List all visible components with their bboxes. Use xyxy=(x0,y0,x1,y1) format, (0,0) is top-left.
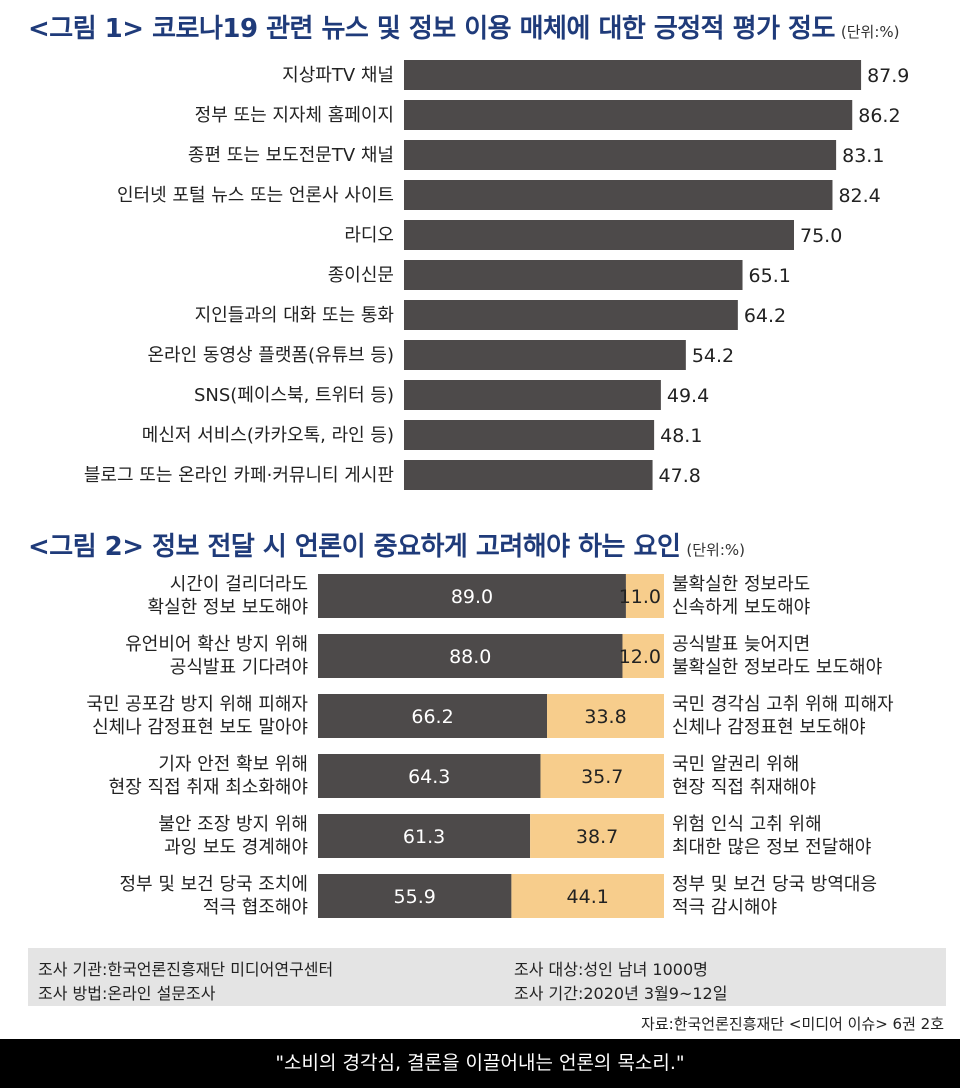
fig2-bar-dark-segment xyxy=(318,694,548,738)
fig1-value-label: 48.1 xyxy=(660,425,702,447)
fig2-bar-light-segment xyxy=(625,574,664,618)
figure-2-title-text: <그림 2> 정보 전달 시 언론이 중요하게 고려해야 하는 요인 xyxy=(28,532,681,562)
fig2-bar-dark-segment xyxy=(318,814,531,858)
fig1-category-label: 지인들과의 대화 또는 통화 xyxy=(195,305,394,326)
fig2-value-label-light: 35.7 xyxy=(581,766,623,788)
source-note: 자료:한국언론진흥재단 <미디어 이슈> 6권 2호 xyxy=(641,1015,944,1033)
fig2-value-label-dark: 64.3 xyxy=(408,766,450,788)
fig1-value-label: 86.2 xyxy=(858,105,900,127)
fig1-category-label: 온라인 동영상 플랫폼(유튜브 등) xyxy=(148,345,395,366)
fig1-bar xyxy=(404,140,837,170)
fig1-category-label: 블로그 또는 온라인 카페·커뮤니티 게시판 xyxy=(84,465,394,486)
fig2-left-label: 현장 직접 취재 최소화해야 xyxy=(109,777,308,798)
fig2-right-label: 불확실한 정보라도 xyxy=(672,574,810,595)
fig2-value-label-dark: 66.2 xyxy=(411,706,453,728)
fig2-right-label: 적극 감시해야 xyxy=(672,897,777,918)
fig2-left-label: 확실한 정보 보도해야 xyxy=(148,597,308,618)
fig2-left-label: 기자 안전 확보 위해 xyxy=(158,754,308,775)
fig2-left-label: 신체나 감정표현 보도 말아야 xyxy=(92,717,308,738)
fig2-right-label: 현장 직접 취재해야 xyxy=(672,777,816,798)
fig1-value-label: 82.4 xyxy=(838,185,880,207)
fig2-value-label-dark: 89.0 xyxy=(451,586,493,608)
fig1-category-label: 지상파TV 채널 xyxy=(282,65,394,86)
survey-info-box: 조사 기관:한국언론진흥재단 미디어연구센터 조사 방법:온라인 설문조사 조사… xyxy=(28,948,946,1006)
fig2-value-label-dark: 55.9 xyxy=(394,886,436,908)
fig1-value-label: 83.1 xyxy=(842,145,884,167)
fig2-value-label-light: 44.1 xyxy=(567,886,609,908)
figure-2-title: <그림 2> 정보 전달 시 언론이 중요하게 고려해야 하는 요인 (단위:%) xyxy=(28,526,745,563)
fig2-bar-light-segment xyxy=(547,694,664,738)
fig2-left-label: 적극 협조해야 xyxy=(203,897,308,918)
figure-1-bar-chart: 지상파TV 채널 87.9 정부 또는 지자체 홈페이지 86.2 종편 또는 보도전문… xyxy=(84,60,909,490)
survey-agency: 조사 기관:한국언론진흥재단 미디어연구센터 xyxy=(38,960,334,979)
fig2-right-label: 신체나 감정표현 보도해야 xyxy=(672,717,866,738)
fig2-value-label-dark: 61.3 xyxy=(403,826,445,848)
fig2-value-label-light: 12.0 xyxy=(619,646,661,668)
fig1-category-label: 종이신문 xyxy=(328,265,394,286)
figure-2-unit: (단위:%) xyxy=(686,541,745,559)
fig1-category-label: 정부 또는 지자체 홈페이지 xyxy=(195,105,394,126)
fig1-value-label: 49.4 xyxy=(667,385,709,407)
fig2-left-label: 불안 조장 방지 위해 xyxy=(158,814,308,835)
fig2-bar-dark-segment xyxy=(318,634,623,678)
fig1-category-label: 라디오 xyxy=(344,225,394,246)
fig2-left-label: 유언비어 확산 방지 위해 xyxy=(125,634,308,655)
fig2-right-label: 신속하게 보도해야 xyxy=(672,597,810,618)
fig2-right-label: 위험 인식 고취 위해 xyxy=(672,814,822,835)
fig2-right-label: 국민 알권리 위해 xyxy=(672,754,799,775)
fig2-value-label-light: 11.0 xyxy=(619,586,661,608)
fig1-bar xyxy=(404,420,655,450)
fig2-bar-dark-segment xyxy=(318,754,541,798)
fig1-value-label: 54.2 xyxy=(692,345,734,367)
fig2-left-label: 공식발표 기다려야 xyxy=(170,657,308,678)
fig1-category-label: SNS(페이스북, 트위터 등) xyxy=(194,385,394,406)
fig1-value-label: 75.0 xyxy=(800,225,842,247)
fig1-bar xyxy=(404,220,794,250)
fig1-bar xyxy=(404,340,686,370)
fig2-value-label-dark: 88.0 xyxy=(449,646,491,668)
figure-1-unit: (단위:%) xyxy=(840,23,900,41)
fig1-bar xyxy=(404,60,862,90)
fig2-right-label: 정부 및 보건 당국 방역대응 xyxy=(672,874,877,895)
fig2-right-label: 최대한 많은 정보 전달해야 xyxy=(672,837,871,858)
fig1-category-label: 메신저 서비스(카카오톡, 라인 등) xyxy=(142,425,394,446)
fig1-bar xyxy=(404,460,653,490)
figure-1-title-text: <그림 1> 코로나19 관련 뉴스 및 정보 이용 매체에 대한 긍정적 평가… xyxy=(28,14,835,44)
fig2-left-label: 정부 및 보건 당국 조치에 xyxy=(120,874,309,895)
fig2-left-label: 국민 공포감 방지 위해 피해자 xyxy=(86,694,308,715)
fig1-bar xyxy=(404,380,661,410)
fig1-category-label: 인터넷 포털 뉴스 또는 언론사 사이트 xyxy=(117,185,394,206)
figure-1-title: <그림 1> 코로나19 관련 뉴스 및 정보 이용 매체에 대한 긍정적 평가… xyxy=(28,8,900,45)
fig2-left-label: 시간이 걸리더라도 xyxy=(170,574,308,595)
fig2-left-label: 과잉 보도 경계해야 xyxy=(164,837,308,858)
survey-period: 조사 기간:2020년 3월9~12일 xyxy=(514,984,728,1003)
fig2-value-label-light: 38.7 xyxy=(576,826,618,848)
fig2-right-label: 공식발표 늦어지면 xyxy=(672,634,810,655)
fig2-bar-light-segment xyxy=(530,814,664,858)
survey-method: 조사 방법:온라인 설문조사 xyxy=(38,984,216,1003)
fig2-bar-light-segment xyxy=(622,634,664,678)
fig2-value-label-light: 33.8 xyxy=(584,706,626,728)
fig2-bar-dark-segment xyxy=(318,874,512,918)
fig1-value-label: 65.1 xyxy=(749,265,791,287)
fig1-bar xyxy=(404,100,853,130)
survey-target: 조사 대상:성인 남녀 1000명 xyxy=(514,960,708,979)
fig1-value-label: 87.9 xyxy=(867,65,909,87)
fig2-bar-light-segment xyxy=(540,754,664,798)
fig2-bar-dark-segment xyxy=(318,574,626,618)
fig1-category-label: 종편 또는 보도전문TV 채널 xyxy=(188,145,394,166)
fig1-value-label: 47.8 xyxy=(659,465,701,487)
fig2-bar-light-segment xyxy=(511,874,664,918)
fig1-value-label: 64.2 xyxy=(744,305,786,327)
fig1-bar xyxy=(404,300,738,330)
footer-caption: "소비의 경각심, 결론을 이끌어내는 언론의 목소리." xyxy=(0,1039,960,1088)
fig2-right-label: 국민 경각심 고취 위해 피해자 xyxy=(672,694,894,715)
fig1-bar xyxy=(404,260,743,290)
fig1-bar xyxy=(404,180,833,210)
fig2-right-label: 불확실한 정보라도 보도해야 xyxy=(672,657,882,678)
